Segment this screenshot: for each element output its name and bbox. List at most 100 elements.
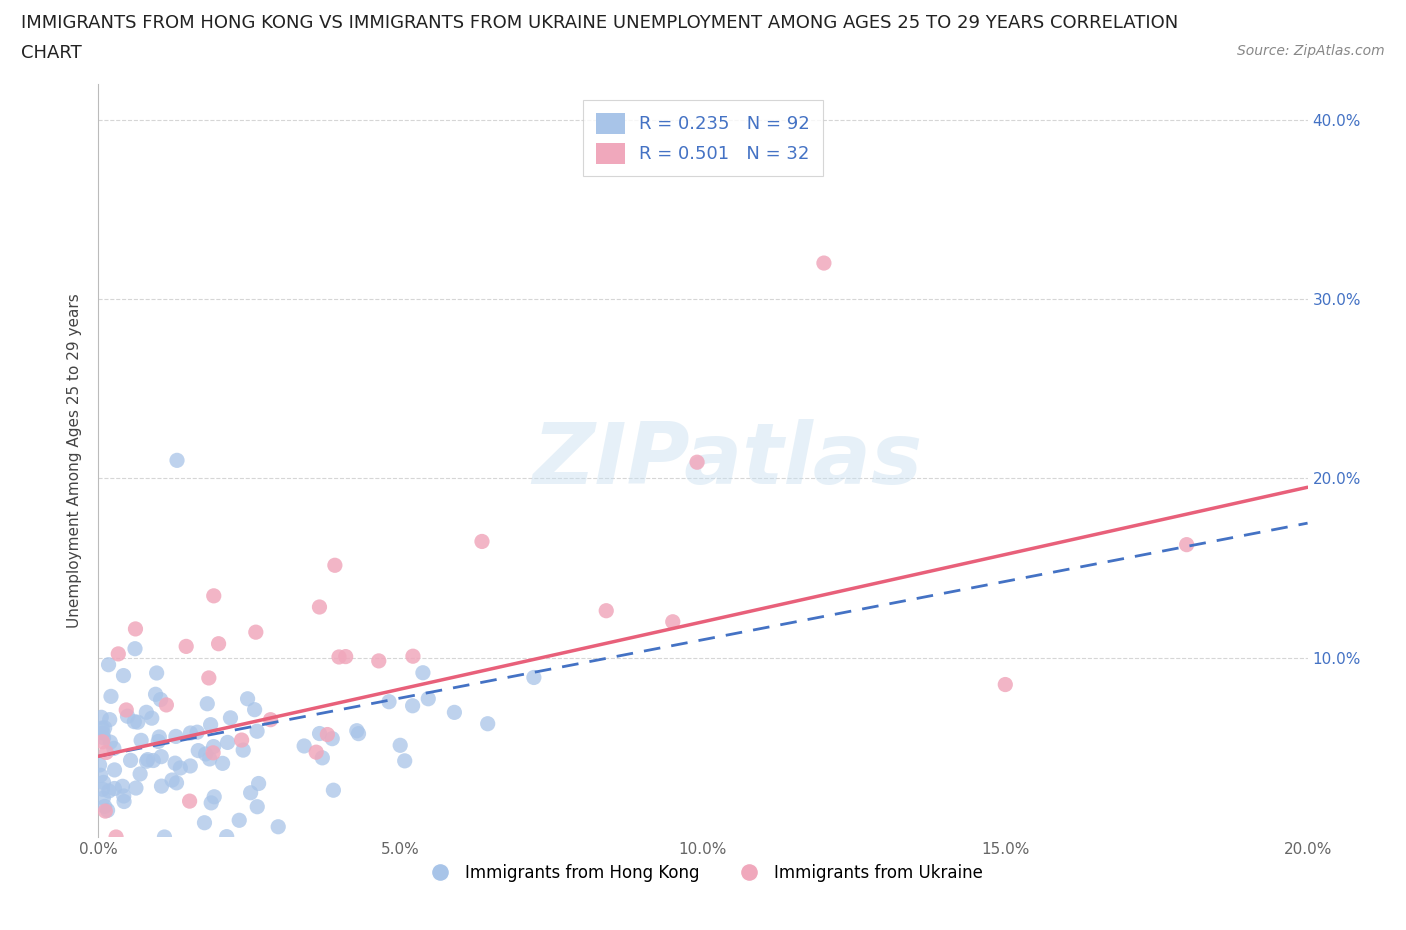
Point bbox=[402, 649, 425, 664]
Point bbox=[305, 745, 328, 760]
Point bbox=[200, 795, 222, 810]
Point bbox=[194, 747, 217, 762]
Point bbox=[120, 753, 142, 768]
Point bbox=[215, 830, 238, 844]
Point bbox=[813, 256, 835, 271]
Point bbox=[179, 793, 201, 808]
Point bbox=[103, 741, 125, 756]
Point bbox=[308, 726, 330, 741]
Point bbox=[401, 698, 423, 713]
Point bbox=[129, 733, 152, 748]
Point bbox=[141, 711, 163, 725]
Point bbox=[595, 604, 617, 618]
Point bbox=[186, 724, 208, 739]
Point bbox=[418, 691, 440, 706]
Point bbox=[202, 745, 225, 760]
Point bbox=[174, 639, 197, 654]
Point bbox=[97, 784, 120, 799]
Point bbox=[1175, 538, 1198, 552]
Point bbox=[91, 721, 114, 736]
Point bbox=[124, 642, 146, 657]
Point bbox=[127, 715, 149, 730]
Point bbox=[232, 743, 254, 758]
Point bbox=[149, 692, 172, 707]
Point bbox=[169, 761, 191, 776]
Point bbox=[207, 636, 229, 651]
Point bbox=[202, 589, 225, 604]
Point bbox=[198, 751, 221, 766]
Point bbox=[155, 698, 177, 712]
Point bbox=[96, 745, 118, 760]
Point bbox=[90, 768, 112, 783]
Point bbox=[93, 775, 115, 790]
Point bbox=[93, 730, 115, 745]
Point bbox=[136, 752, 159, 767]
Point bbox=[200, 717, 222, 732]
Point bbox=[394, 753, 416, 768]
Point bbox=[165, 756, 187, 771]
Point bbox=[328, 649, 350, 664]
Point bbox=[93, 799, 115, 814]
Point bbox=[105, 830, 128, 844]
Point bbox=[97, 658, 120, 672]
Point bbox=[323, 558, 346, 573]
Point bbox=[124, 714, 146, 729]
Point bbox=[346, 724, 368, 738]
Point bbox=[202, 739, 225, 754]
Point bbox=[179, 725, 201, 740]
Point bbox=[94, 804, 117, 818]
Point bbox=[111, 778, 134, 793]
Point bbox=[100, 689, 122, 704]
Point bbox=[145, 666, 167, 681]
Point bbox=[239, 785, 262, 800]
Point bbox=[267, 819, 290, 834]
Point bbox=[89, 758, 111, 773]
Text: Source: ZipAtlas.com: Source: ZipAtlas.com bbox=[1237, 44, 1385, 58]
Point bbox=[107, 646, 129, 661]
Point bbox=[246, 799, 269, 814]
Point bbox=[217, 735, 239, 750]
Point bbox=[91, 735, 114, 750]
Point bbox=[443, 705, 465, 720]
Point bbox=[125, 780, 148, 795]
Point bbox=[347, 726, 370, 741]
Point bbox=[103, 781, 125, 796]
Point bbox=[160, 773, 183, 788]
Point bbox=[243, 702, 266, 717]
Point bbox=[142, 753, 165, 768]
Y-axis label: Unemployment Among Ages 25 to 29 years: Unemployment Among Ages 25 to 29 years bbox=[67, 293, 83, 628]
Point bbox=[98, 712, 121, 727]
Point bbox=[93, 790, 115, 805]
Point bbox=[477, 716, 499, 731]
Point bbox=[389, 737, 412, 752]
Point bbox=[112, 794, 135, 809]
Point bbox=[112, 668, 135, 683]
Point bbox=[90, 710, 112, 724]
Point bbox=[292, 738, 315, 753]
Point bbox=[322, 783, 344, 798]
Point bbox=[308, 600, 330, 615]
Point bbox=[198, 671, 221, 685]
Point bbox=[219, 711, 242, 725]
Point bbox=[367, 654, 389, 669]
Point bbox=[112, 789, 135, 804]
Point bbox=[378, 695, 401, 710]
Point bbox=[166, 453, 188, 468]
Text: IMMIGRANTS FROM HONG KONG VS IMMIGRANTS FROM UKRAINE UNEMPLOYMENT AMONG AGES 25 : IMMIGRANTS FROM HONG KONG VS IMMIGRANTS … bbox=[21, 14, 1178, 32]
Text: CHART: CHART bbox=[21, 44, 82, 61]
Point bbox=[686, 455, 709, 470]
Point bbox=[97, 803, 120, 817]
Text: ZIPatlas: ZIPatlas bbox=[531, 418, 922, 502]
Point bbox=[145, 687, 167, 702]
Point bbox=[523, 670, 546, 684]
Point bbox=[91, 782, 114, 797]
Point bbox=[150, 750, 173, 764]
Point bbox=[124, 621, 146, 636]
Point bbox=[187, 743, 209, 758]
Point bbox=[150, 778, 173, 793]
Point bbox=[165, 729, 187, 744]
Point bbox=[245, 625, 267, 640]
Point bbox=[91, 725, 114, 740]
Point bbox=[335, 649, 357, 664]
Point bbox=[228, 813, 250, 828]
